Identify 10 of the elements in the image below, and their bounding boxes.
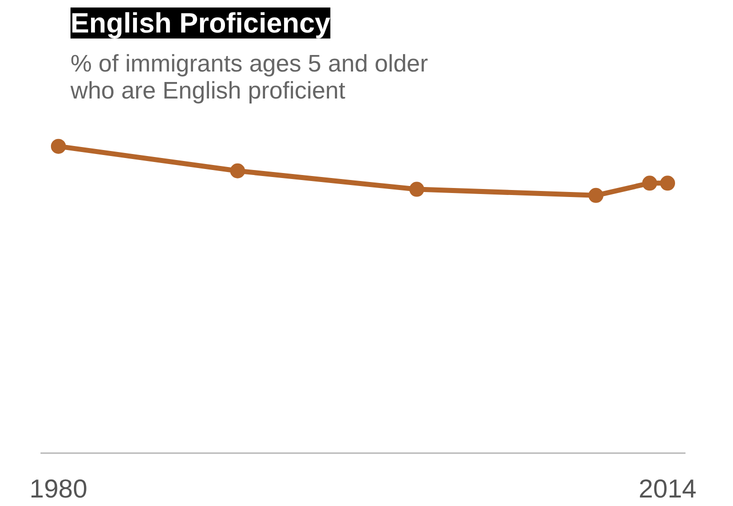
x-tick-label: 2014	[638, 474, 697, 504]
point	[230, 163, 246, 178]
chart-title: English Proficiency	[70, 8, 331, 38]
point	[409, 182, 424, 197]
chart-subtitle: % of immigrants ages 5 and older who are English proficient	[70, 50, 428, 104]
x-tick-label: 1980	[29, 474, 88, 504]
point	[50, 138, 66, 154]
point	[642, 176, 658, 191]
point	[660, 176, 676, 191]
point	[588, 188, 604, 203]
